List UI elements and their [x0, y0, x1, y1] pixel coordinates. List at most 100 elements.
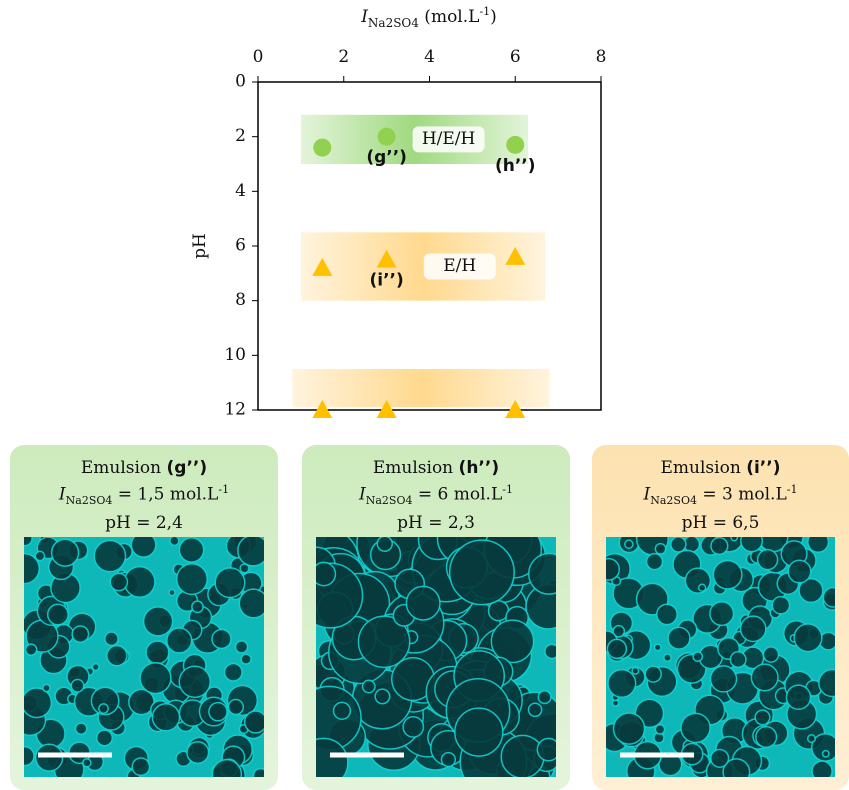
droplet: [730, 537, 739, 542]
droplet: [93, 539, 127, 573]
droplet: [667, 626, 691, 650]
panel-title: Emulsion (i’’): [592, 457, 849, 479]
droplet: [237, 537, 264, 567]
droplet: [756, 548, 779, 571]
y-tick-label: 8: [235, 290, 246, 310]
droplet: [234, 640, 249, 654]
droplet: [34, 550, 46, 562]
conc-sub: Na2SO4: [650, 494, 697, 508]
tag: (h’’): [458, 458, 500, 478]
region-label: H/E/H: [422, 129, 476, 149]
conc-sub: Na2SO4: [65, 494, 113, 508]
droplet: [191, 600, 204, 614]
emulsion-panel: Emulsion (g’’) INa2SO4 = 1,5 mol.L-1 pH …: [10, 445, 278, 790]
panel-title: Emulsion (h’’): [302, 457, 570, 479]
panel-ph: pH = 2,3: [397, 513, 475, 534]
conc-sup: -1: [218, 483, 230, 496]
tag: (g’’): [166, 458, 208, 478]
droplet: [454, 707, 504, 757]
micrograph: [316, 537, 556, 777]
region-label-box: [412, 126, 485, 153]
droplet: [821, 749, 830, 758]
droplet: [771, 595, 791, 615]
droplet: [227, 698, 245, 716]
point: [505, 246, 526, 265]
droplet: [142, 606, 174, 637]
point: [377, 127, 396, 146]
droplet: [787, 559, 812, 584]
droplet: [785, 684, 812, 711]
droplet: [211, 628, 232, 650]
droplet: [166, 627, 193, 654]
droplet: [755, 725, 778, 749]
droplet: [712, 559, 743, 590]
droplet: [440, 751, 457, 768]
droplet: [537, 690, 552, 705]
micrograph: [606, 537, 835, 777]
droplet: [448, 539, 515, 606]
y-tick-label: 10: [224, 345, 246, 365]
droplet: [654, 723, 666, 735]
droplet: [807, 537, 830, 554]
point: [505, 400, 526, 418]
droplet: [740, 537, 764, 553]
droplet: [178, 537, 205, 563]
region-label-box: [423, 253, 496, 280]
droplet: [169, 537, 180, 547]
droplet: [71, 625, 90, 644]
droplet: [645, 552, 664, 571]
point-label: (i’’): [369, 271, 403, 291]
droplet: [709, 601, 735, 627]
droplet: [109, 572, 129, 592]
droplet: [82, 758, 92, 768]
droplet: [46, 603, 69, 626]
point: [506, 135, 525, 154]
droplet: [405, 585, 441, 621]
droplet: [128, 688, 155, 716]
droplet: [722, 758, 751, 777]
droplet: [697, 583, 707, 592]
droplet: [500, 734, 545, 777]
droplet: [238, 588, 264, 619]
x-tick-label: 2: [338, 47, 349, 67]
droplet: [316, 561, 337, 587]
x-label-unit: (mol.L: [419, 7, 480, 27]
point-label: (h’’): [495, 156, 536, 176]
droplet: [240, 653, 252, 665]
droplet: [131, 757, 151, 777]
droplet: [624, 539, 634, 550]
droplet: [98, 703, 109, 714]
droplet: [536, 737, 556, 762]
emulsion-panel: Emulsion (h’’) INa2SO4 = 6 mol.L-1 pH = …: [302, 445, 570, 790]
x-label-sup: -1: [479, 5, 490, 18]
point-label: (g’’): [366, 148, 407, 168]
point: [312, 400, 333, 418]
droplet: [24, 687, 53, 719]
droplet: [806, 734, 817, 744]
droplet: [175, 562, 209, 596]
y-tick-label: 0: [235, 72, 246, 92]
droplet: [357, 615, 411, 669]
droplet: [655, 603, 678, 626]
droplet: [316, 737, 349, 777]
droplet: [332, 701, 352, 720]
conc: = 3 mol.L: [696, 484, 787, 505]
droplet: [374, 688, 391, 705]
droplet: [74, 722, 88, 736]
droplet: [750, 663, 779, 692]
droplet: [798, 577, 824, 604]
droplet: [710, 537, 729, 556]
micrograph: [24, 537, 264, 777]
droplet: [168, 588, 176, 597]
point: [313, 138, 332, 157]
region-label: E/H: [443, 256, 476, 276]
droplet: [223, 662, 243, 682]
y-tick-label: 6: [235, 236, 246, 256]
droplet: [106, 644, 128, 667]
droplet: [402, 716, 425, 738]
droplet: [654, 542, 667, 555]
droplet: [762, 646, 780, 663]
x-tick-label: 4: [424, 47, 435, 67]
droplet: [361, 679, 376, 694]
